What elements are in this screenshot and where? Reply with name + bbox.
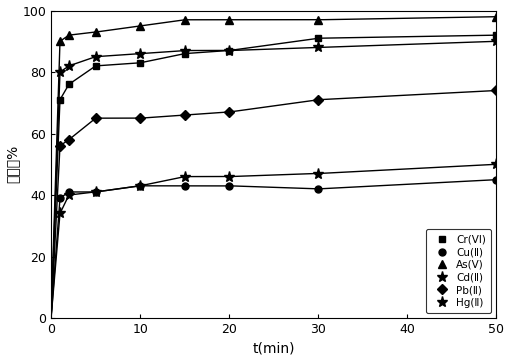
Line: Hg(Ⅱ): Hg(Ⅱ) <box>54 36 501 78</box>
Hg(Ⅱ) <box>57 70 63 74</box>
As(V) <box>137 24 143 28</box>
Cr(VI) <box>315 36 321 40</box>
Cu(Ⅱ) <box>181 184 187 188</box>
Pb(Ⅱ) <box>92 116 98 120</box>
Cr(VI) <box>225 48 232 53</box>
Pb(Ⅱ) <box>225 110 232 114</box>
Cu(Ⅱ) <box>225 184 232 188</box>
Cu(Ⅱ) <box>57 196 63 200</box>
Hg(Ⅱ) <box>492 39 498 43</box>
Cu(Ⅱ) <box>66 190 72 194</box>
Line: Cu(Ⅱ): Cu(Ⅱ) <box>56 176 499 201</box>
Cr(VI) <box>66 82 72 87</box>
Pb(Ⅱ) <box>66 138 72 142</box>
Pb(Ⅱ) <box>315 97 321 102</box>
Line: Cr(VI): Cr(VI) <box>56 32 499 103</box>
Cu(Ⅱ) <box>92 190 98 194</box>
As(V) <box>225 18 232 22</box>
Hg(Ⅱ) <box>181 48 187 53</box>
Cr(VI) <box>92 64 98 68</box>
Line: Pb(Ⅱ): Pb(Ⅱ) <box>56 87 499 149</box>
As(V) <box>492 14 498 19</box>
Cd(Ⅱ) <box>492 162 498 166</box>
Pb(Ⅱ) <box>181 113 187 117</box>
Cr(VI) <box>137 61 143 65</box>
Cd(Ⅱ) <box>225 174 232 179</box>
Cr(VI) <box>57 97 63 102</box>
As(V) <box>66 33 72 37</box>
Pb(Ⅱ) <box>137 116 143 120</box>
Pb(Ⅱ) <box>57 144 63 148</box>
Cu(Ⅱ) <box>315 187 321 191</box>
Cd(Ⅱ) <box>57 211 63 216</box>
As(V) <box>315 18 321 22</box>
Cu(Ⅱ) <box>137 184 143 188</box>
Cd(Ⅱ) <box>181 174 187 179</box>
Hg(Ⅱ) <box>137 51 143 56</box>
As(V) <box>181 18 187 22</box>
Cd(Ⅱ) <box>137 184 143 188</box>
Y-axis label: 吸附率%: 吸附率% <box>6 145 19 183</box>
Line: As(V): As(V) <box>55 13 500 45</box>
As(V) <box>57 39 63 43</box>
Cr(VI) <box>181 51 187 56</box>
Line: Cd(Ⅱ): Cd(Ⅱ) <box>54 159 501 219</box>
Cd(Ⅱ) <box>315 171 321 176</box>
Legend: Cr(VI), Cu(Ⅱ), As(V), Cd(Ⅱ), Pb(Ⅱ), Hg(Ⅱ): Cr(VI), Cu(Ⅱ), As(V), Cd(Ⅱ), Pb(Ⅱ), Hg(Ⅱ… <box>425 229 490 313</box>
Hg(Ⅱ) <box>315 45 321 49</box>
Hg(Ⅱ) <box>92 55 98 59</box>
Cd(Ⅱ) <box>66 193 72 197</box>
As(V) <box>92 30 98 34</box>
Cd(Ⅱ) <box>92 190 98 194</box>
Hg(Ⅱ) <box>66 64 72 68</box>
X-axis label: t(min): t(min) <box>252 342 294 356</box>
Cu(Ⅱ) <box>492 178 498 182</box>
Cr(VI) <box>492 33 498 37</box>
Pb(Ⅱ) <box>492 88 498 93</box>
Hg(Ⅱ) <box>225 48 232 53</box>
